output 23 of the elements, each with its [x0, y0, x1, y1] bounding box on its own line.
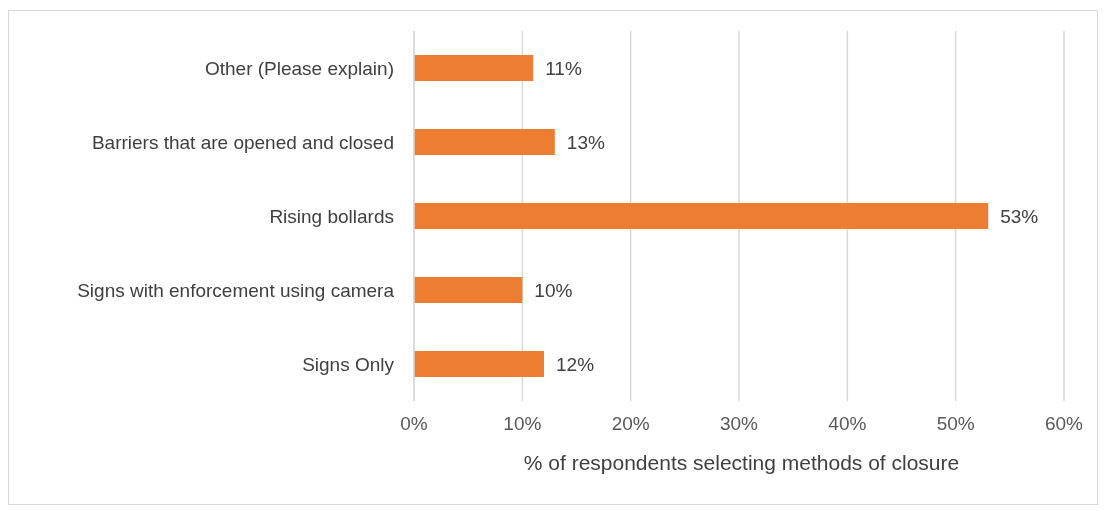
- y-tick-label: Signs Only: [302, 353, 395, 375]
- data-label: 13%: [566, 131, 605, 153]
- x-tick-label: 30%: [719, 413, 759, 435]
- y-tick-label: Barriers that are opened and closed: [91, 131, 394, 153]
- y-tick-label: Rising bollards: [269, 205, 394, 227]
- data-label: 11%: [545, 57, 582, 79]
- data-label: 53%: [1000, 205, 1039, 227]
- y-tick-label: Signs with enforcement using camera: [77, 279, 395, 301]
- x-tick-label: 20%: [611, 413, 650, 435]
- bar: [414, 129, 555, 155]
- data-label: 10%: [534, 279, 573, 301]
- bar: [414, 203, 989, 229]
- x-tick-label: 10%: [503, 413, 542, 435]
- x-tick-label: 0%: [400, 413, 428, 435]
- bar: [414, 351, 544, 377]
- bar: [414, 277, 523, 303]
- x-axis-title: % of respondents selecting methods of closure: [522, 451, 961, 475]
- data-label: 12%: [556, 353, 595, 375]
- x-tick-label: 60%: [1044, 413, 1084, 435]
- x-tick-label: 50%: [936, 413, 975, 435]
- x-tick-label: 40%: [828, 413, 867, 435]
- bar: [414, 55, 534, 81]
- y-tick-label: Other (Please explain): [204, 57, 394, 79]
